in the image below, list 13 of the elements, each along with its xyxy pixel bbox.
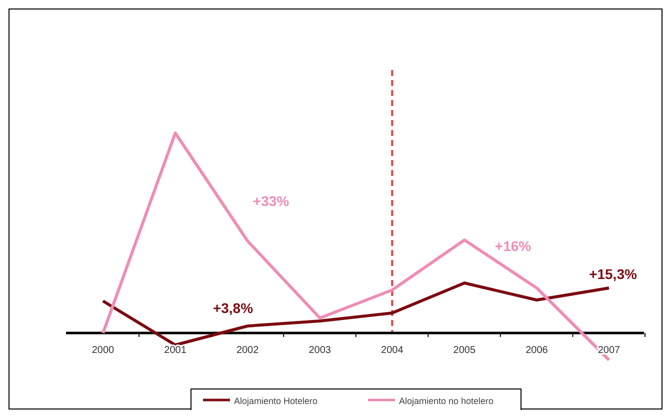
x-tick-label: 2006 <box>526 345 548 356</box>
x-tick-label: 2001 <box>164 345 187 356</box>
annotation: +15,3% <box>589 266 638 282</box>
annotation: +33% <box>252 193 290 209</box>
legend-label: Alojamiento no hotelero <box>399 396 494 406</box>
annotation: +16% <box>494 238 532 254</box>
legend-label: Alojamiento Hotelero <box>234 396 318 406</box>
annotation: +3,8% <box>212 300 254 316</box>
x-tick-label: 2002 <box>236 345 260 356</box>
x-tick-label: 2003 <box>308 345 332 356</box>
x-tick-label: 2004 <box>381 345 404 356</box>
x-tick-label: 2005 <box>453 345 476 356</box>
x-tick-label: 2000 <box>92 345 115 356</box>
